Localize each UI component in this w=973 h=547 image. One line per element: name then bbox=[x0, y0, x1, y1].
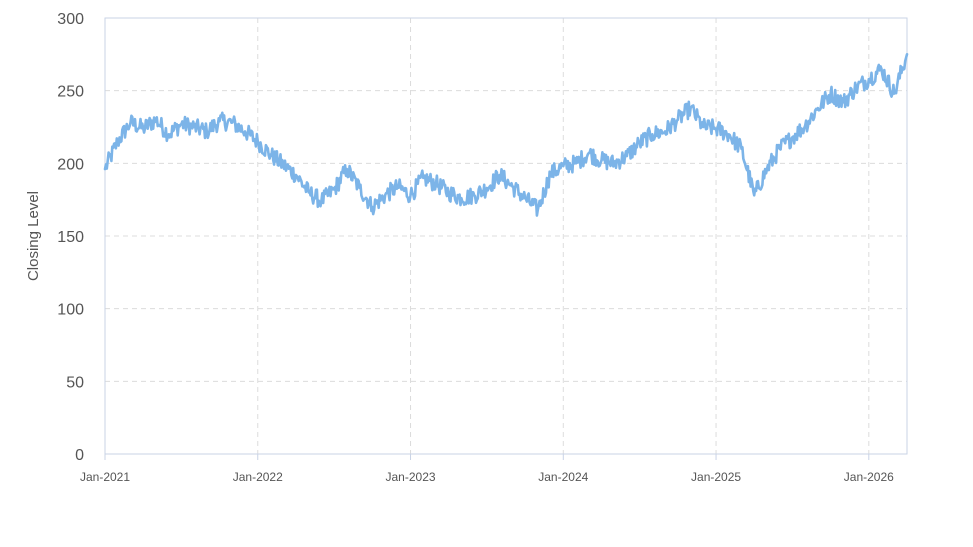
y-axis-title: Closing Level bbox=[25, 191, 42, 281]
series-line-closing-level bbox=[103, 53, 909, 217]
x-tick-label: Jan-2021 bbox=[80, 470, 130, 484]
y-tick-label: 250 bbox=[57, 84, 84, 101]
y-tick-label: 150 bbox=[57, 229, 84, 246]
x-tick-label: Jan-2025 bbox=[691, 470, 741, 484]
x-tick-label: Jan-2024 bbox=[538, 470, 588, 484]
x-tick-label: Jan-2023 bbox=[386, 470, 436, 484]
x-tick-label: Jan-2026 bbox=[844, 470, 894, 484]
y-tick-label: 300 bbox=[57, 11, 84, 28]
chart-gridlines bbox=[105, 17, 907, 454]
y-tick-label: 50 bbox=[66, 374, 84, 391]
y-axis-ticks: 0 50 100 150 200 250 300 bbox=[57, 11, 84, 464]
y-tick-label: 100 bbox=[57, 302, 84, 319]
y-tick-label: 0 bbox=[75, 447, 84, 464]
x-tick-label: Jan-2022 bbox=[233, 470, 283, 484]
y-tick-label: 200 bbox=[57, 156, 84, 173]
plot-area-frame bbox=[104, 17, 908, 455]
x-axis-ticks: Jan-2021 Jan-2022 Jan-2023 Jan-2024 Jan-2025… bbox=[80, 454, 894, 484]
